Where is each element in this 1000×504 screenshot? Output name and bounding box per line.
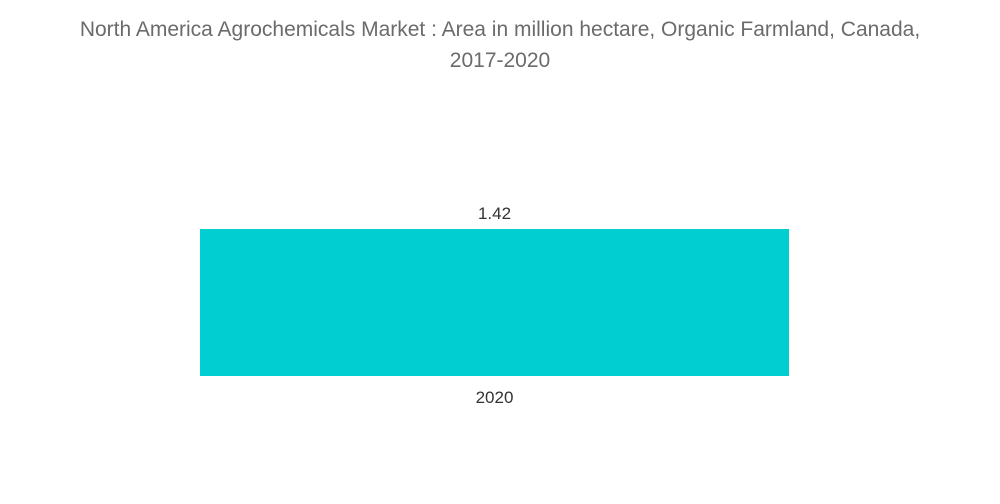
data-label-2020: 1.42 <box>478 204 511 223</box>
chart-title-line-1: North America Agrochemicals Market : Are… <box>79 18 921 41</box>
chart-title: North America Agrochemicals Market : Are… <box>0 14 1000 76</box>
chart-title-line-2: 2017-2020 <box>449 49 551 72</box>
bar-2020 <box>200 229 789 376</box>
x-tick-label-2020: 2020 <box>476 388 514 407</box>
